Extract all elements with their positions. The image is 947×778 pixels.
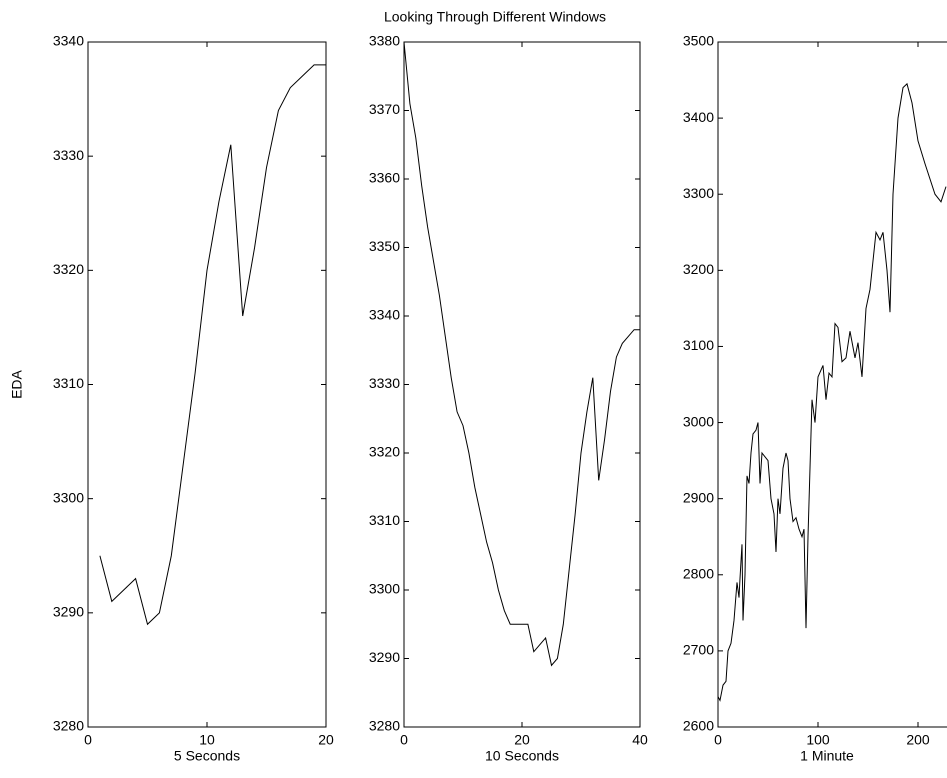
x-tick-label: 0 (400, 732, 408, 748)
y-tick-label: 3310 (53, 375, 84, 391)
y-tick-label: 3290 (53, 604, 84, 620)
y-tick-label: 3280 (369, 718, 400, 734)
y-tick-label: 3330 (369, 375, 400, 391)
data-line (717, 82, 947, 702)
x-tick-label: 0 (714, 732, 722, 748)
y-tick-label: 3000 (683, 413, 714, 429)
y-tick-label: 2800 (683, 565, 714, 581)
x-axis-label: 5 Seconds (174, 748, 240, 764)
x-tick-label: 0 (84, 732, 92, 748)
x-axis-label: 1 Minute (800, 748, 854, 764)
x-tick-label: 20 (514, 732, 530, 748)
y-tick-label: 2700 (683, 642, 714, 658)
y-tick-label: 2900 (683, 489, 714, 505)
y-tick-label: 3280 (53, 718, 84, 734)
figure-title: Looking Through Different Windows (384, 9, 606, 25)
y-tick-label: 3300 (369, 581, 400, 597)
y-tick-label: 3330 (53, 147, 84, 163)
y-axis-label: EDA (9, 369, 25, 398)
y-tick-label: 2600 (683, 718, 714, 734)
y-tick-label: 3400 (683, 109, 714, 125)
x-tick-label: 10 (199, 732, 215, 748)
y-tick-label: 3310 (369, 512, 400, 528)
y-tick-label: 3300 (53, 489, 84, 505)
y-tick-label: 3320 (53, 261, 84, 277)
data-line (403, 41, 640, 667)
y-tick-label: 3100 (683, 337, 714, 353)
y-tick-label: 3320 (369, 444, 400, 460)
y-tick-label: 3350 (369, 238, 400, 254)
y-tick-label: 3200 (683, 261, 714, 277)
y-tick-label: 3290 (369, 649, 400, 665)
y-tick-label: 3300 (683, 185, 714, 201)
y-tick-label: 3370 (369, 101, 400, 117)
x-tick-label: 200 (906, 732, 930, 748)
x-tick-label: 20 (318, 732, 334, 748)
y-tick-label: 3360 (369, 170, 400, 186)
y-tick-label: 3340 (53, 33, 84, 49)
axes-frame (87, 41, 327, 728)
y-tick-label: 3340 (369, 307, 400, 323)
x-axis-label: 10 Seconds (485, 748, 559, 764)
axes-frame (717, 41, 947, 728)
x-tick-label: 100 (806, 732, 830, 748)
y-tick-label: 3500 (683, 33, 714, 49)
data-line (99, 64, 326, 626)
y-tick-label: 3380 (369, 33, 400, 49)
x-tick-label: 40 (632, 732, 648, 748)
